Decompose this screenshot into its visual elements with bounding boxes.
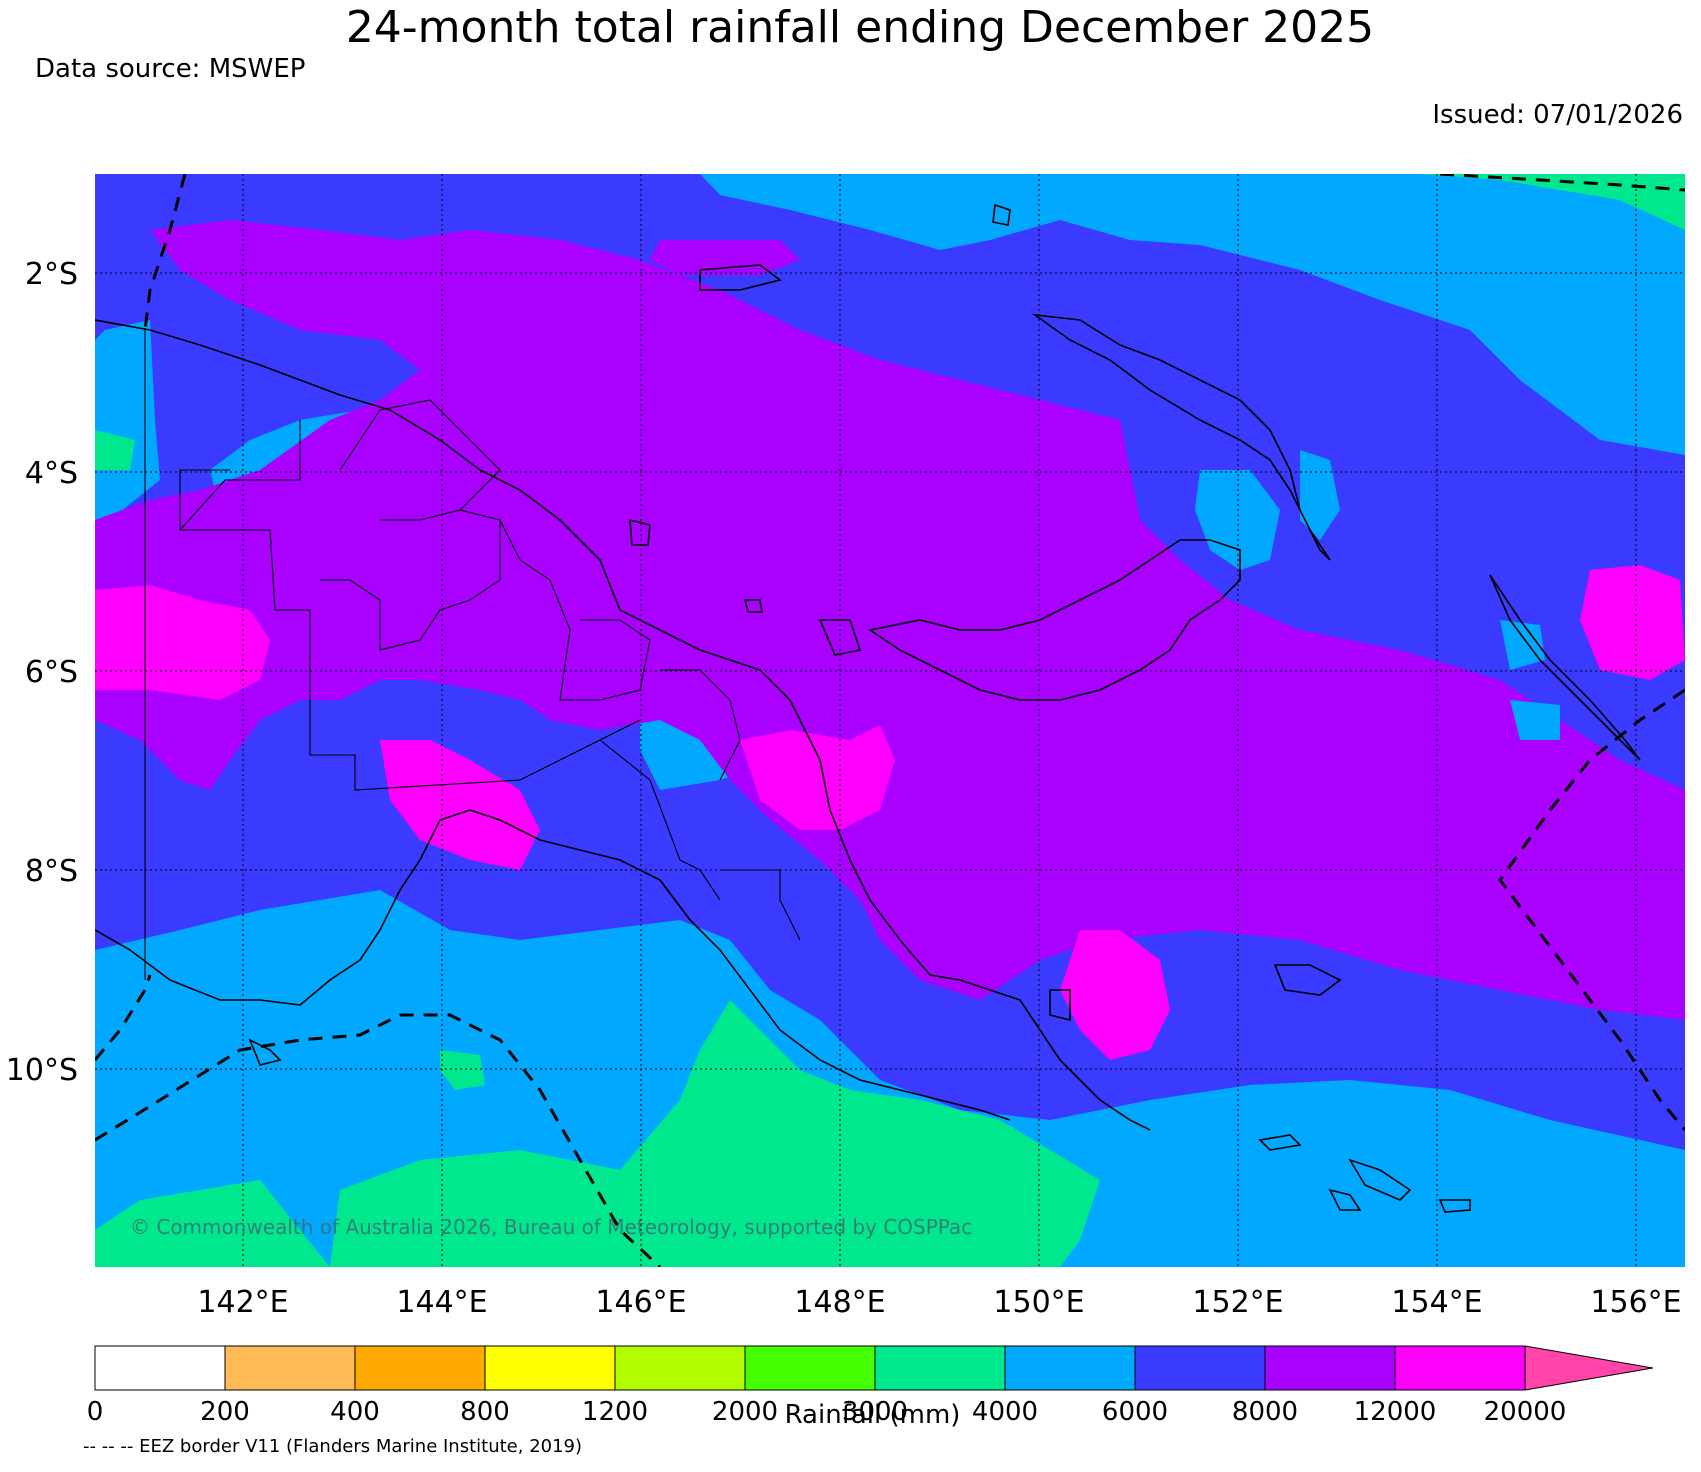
colorbar-swatch	[744, 1345, 876, 1391]
eez-borders	[95, 174, 1685, 1267]
colorbar-tick-label: 200	[200, 1397, 250, 1427]
colorbar-tick-label: 3000	[842, 1397, 908, 1427]
colorbar-swatch	[1004, 1345, 1136, 1391]
colorbar-tick-label: 4000	[972, 1397, 1038, 1427]
colorbar-tick-label: 8000	[1232, 1397, 1298, 1427]
colorbar-tick-label: 400	[330, 1397, 380, 1427]
lat-tick-label: 8°S	[25, 854, 78, 889]
lon-tick-label: 152°E	[1192, 1285, 1283, 1320]
colorbar-swatch	[354, 1345, 486, 1391]
colorbar-swatch	[1264, 1345, 1396, 1391]
colorbar-extend-arrow	[1524, 1345, 1654, 1391]
colorbar-units-label: Rainfall (mm)	[784, 1400, 961, 1430]
colorbar-swatch	[94, 1345, 226, 1391]
colorbar-tick-label: 2000	[712, 1397, 778, 1427]
rainfall-field	[95, 174, 1685, 1267]
colorbar-tick-label: 800	[460, 1397, 510, 1427]
lon-tick-label: 142°E	[197, 1285, 288, 1320]
graticule	[95, 174, 1685, 1267]
lon-tick-label: 156°E	[1590, 1285, 1681, 1320]
lat-tick-label: 10°S	[6, 1053, 78, 1088]
longitude-labels: 142°E 144°E 146°E 148°E 150°E 152°E 154°…	[197, 1285, 1681, 1320]
colorbar	[94, 1345, 1654, 1391]
colorbar-swatch	[1134, 1345, 1266, 1391]
colorbar-swatch	[614, 1345, 746, 1391]
lon-tick-label: 150°E	[993, 1285, 1084, 1320]
colorbar-tick-label: 0	[87, 1397, 104, 1427]
map-title: 24-month total rainfall ending December …	[345, 2, 1375, 53]
colorbar-tick-label: 12000	[1354, 1397, 1437, 1427]
latitude-labels: 2°S 4°S 6°S 8°S 10°S	[6, 257, 78, 1088]
colorbar-tick-labels: 0 200 400 800 1200 2000 3000 4000 6000 8000 12000 2…	[87, 1397, 1567, 1427]
data-source-label: Data source: MSWEP	[35, 54, 306, 84]
lon-tick-label: 148°E	[794, 1285, 885, 1320]
issued-date-label: Issued: 07/01/2026	[1432, 100, 1683, 130]
lat-tick-label: 4°S	[25, 456, 78, 491]
eez-legend-note: -- -- -- EEZ border V11 (Flanders Marine…	[83, 1436, 583, 1457]
lon-tick-label: 146°E	[595, 1285, 686, 1320]
lon-tick-label: 144°E	[396, 1285, 487, 1320]
lat-tick-label: 6°S	[25, 655, 78, 690]
colorbar-swatch	[484, 1345, 616, 1391]
colorbar-swatch	[1394, 1345, 1526, 1391]
copyright-text: © Commonwealth of Australia 2026, Bureau…	[130, 1215, 972, 1239]
province-borders	[144, 328, 801, 980]
lat-tick-label: 2°S	[25, 257, 78, 292]
lon-tick-label: 154°E	[1391, 1285, 1482, 1320]
colorbar-tick-label: 1200	[582, 1397, 648, 1427]
colorbar-swatch	[224, 1345, 356, 1391]
colorbar-swatch	[874, 1345, 1006, 1391]
colorbar-tick-label: 20000	[1484, 1397, 1567, 1427]
colorbar-tick-label: 6000	[1102, 1397, 1168, 1427]
